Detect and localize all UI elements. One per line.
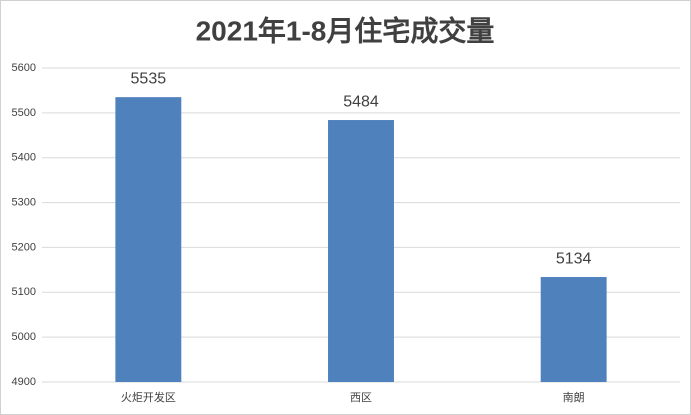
x-tick-label: 火炬开发区 (121, 390, 176, 404)
bar (328, 120, 394, 382)
value-label: 5134 (556, 250, 592, 267)
value-label: 5484 (343, 93, 379, 110)
value-label: 5535 (131, 70, 167, 87)
y-tick-label: 5100 (12, 286, 36, 298)
y-tick-label: 5400 (12, 152, 36, 164)
bar (115, 97, 182, 383)
y-tick-label: 5200 (12, 241, 36, 253)
y-tick-label: 5500 (12, 107, 36, 119)
y-tick-label: 5300 (12, 196, 36, 208)
x-tick-label: 南朗 (563, 391, 585, 404)
bar (540, 277, 607, 382)
chart-title: 2021年1-8月住宅成交量 (196, 14, 495, 46)
y-tick-label: 5000 (12, 331, 36, 343)
y-tick-label: 5600 (12, 62, 36, 74)
y-tick-label: 4900 (12, 376, 36, 388)
x-tick-label: 西区 (350, 392, 372, 404)
